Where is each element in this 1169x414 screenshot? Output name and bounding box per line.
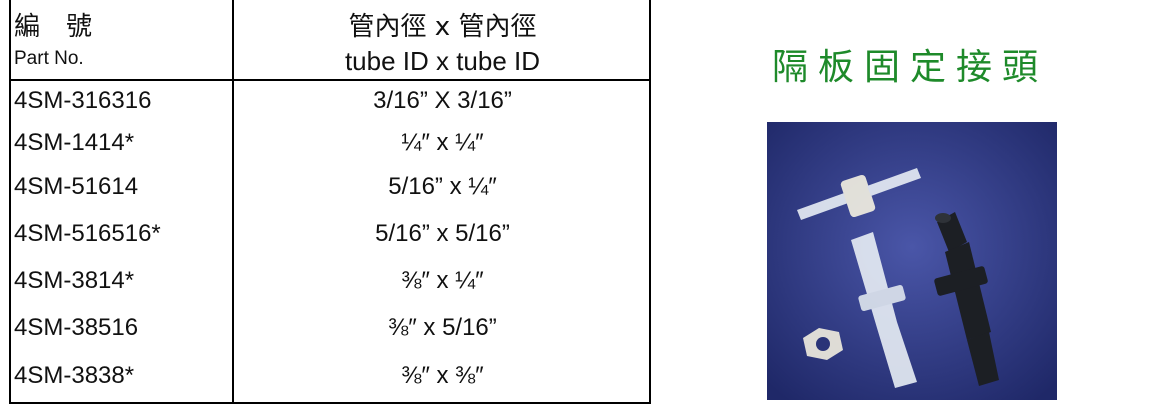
header-divider	[9, 79, 651, 81]
header-part-en: Part No.	[14, 48, 84, 69]
part-number: 4SM-516516*	[14, 220, 161, 247]
tube-size: ¼″ x ¼″	[401, 129, 484, 156]
tube-size: ⅜″ x 5/16”	[388, 314, 497, 341]
header-size-en: tube ID x tube ID	[344, 46, 541, 76]
part-number: 4SM-3814*	[14, 267, 135, 294]
tube-size: ⅜″ x ¼″	[401, 267, 484, 294]
part-number: 4SM-1414*	[14, 129, 135, 156]
column-divider	[232, 0, 234, 404]
column-divider	[649, 0, 651, 404]
product-photo	[767, 122, 1057, 400]
table-border	[9, 402, 651, 404]
tube-size: 5/16” x 5/16”	[375, 220, 510, 247]
header-part-zh: 編 號	[14, 12, 93, 42]
part-number: 4SM-316316	[14, 87, 152, 114]
part-number: 4SM-38516	[14, 314, 139, 341]
tube-size: 3/16” X 3/16”	[373, 87, 512, 114]
product-title: 隔板固定接頭	[771, 47, 1048, 88]
tube-size: 5/16” x ¼″	[388, 173, 497, 200]
header-size-zh: 管內徑 x 管內徑	[348, 12, 537, 42]
table-border	[9, 0, 11, 404]
part-number: 4SM-51614	[14, 173, 139, 200]
tube-size: ⅜″ x ⅜″	[401, 362, 484, 389]
part-number: 4SM-3838*	[14, 362, 135, 389]
